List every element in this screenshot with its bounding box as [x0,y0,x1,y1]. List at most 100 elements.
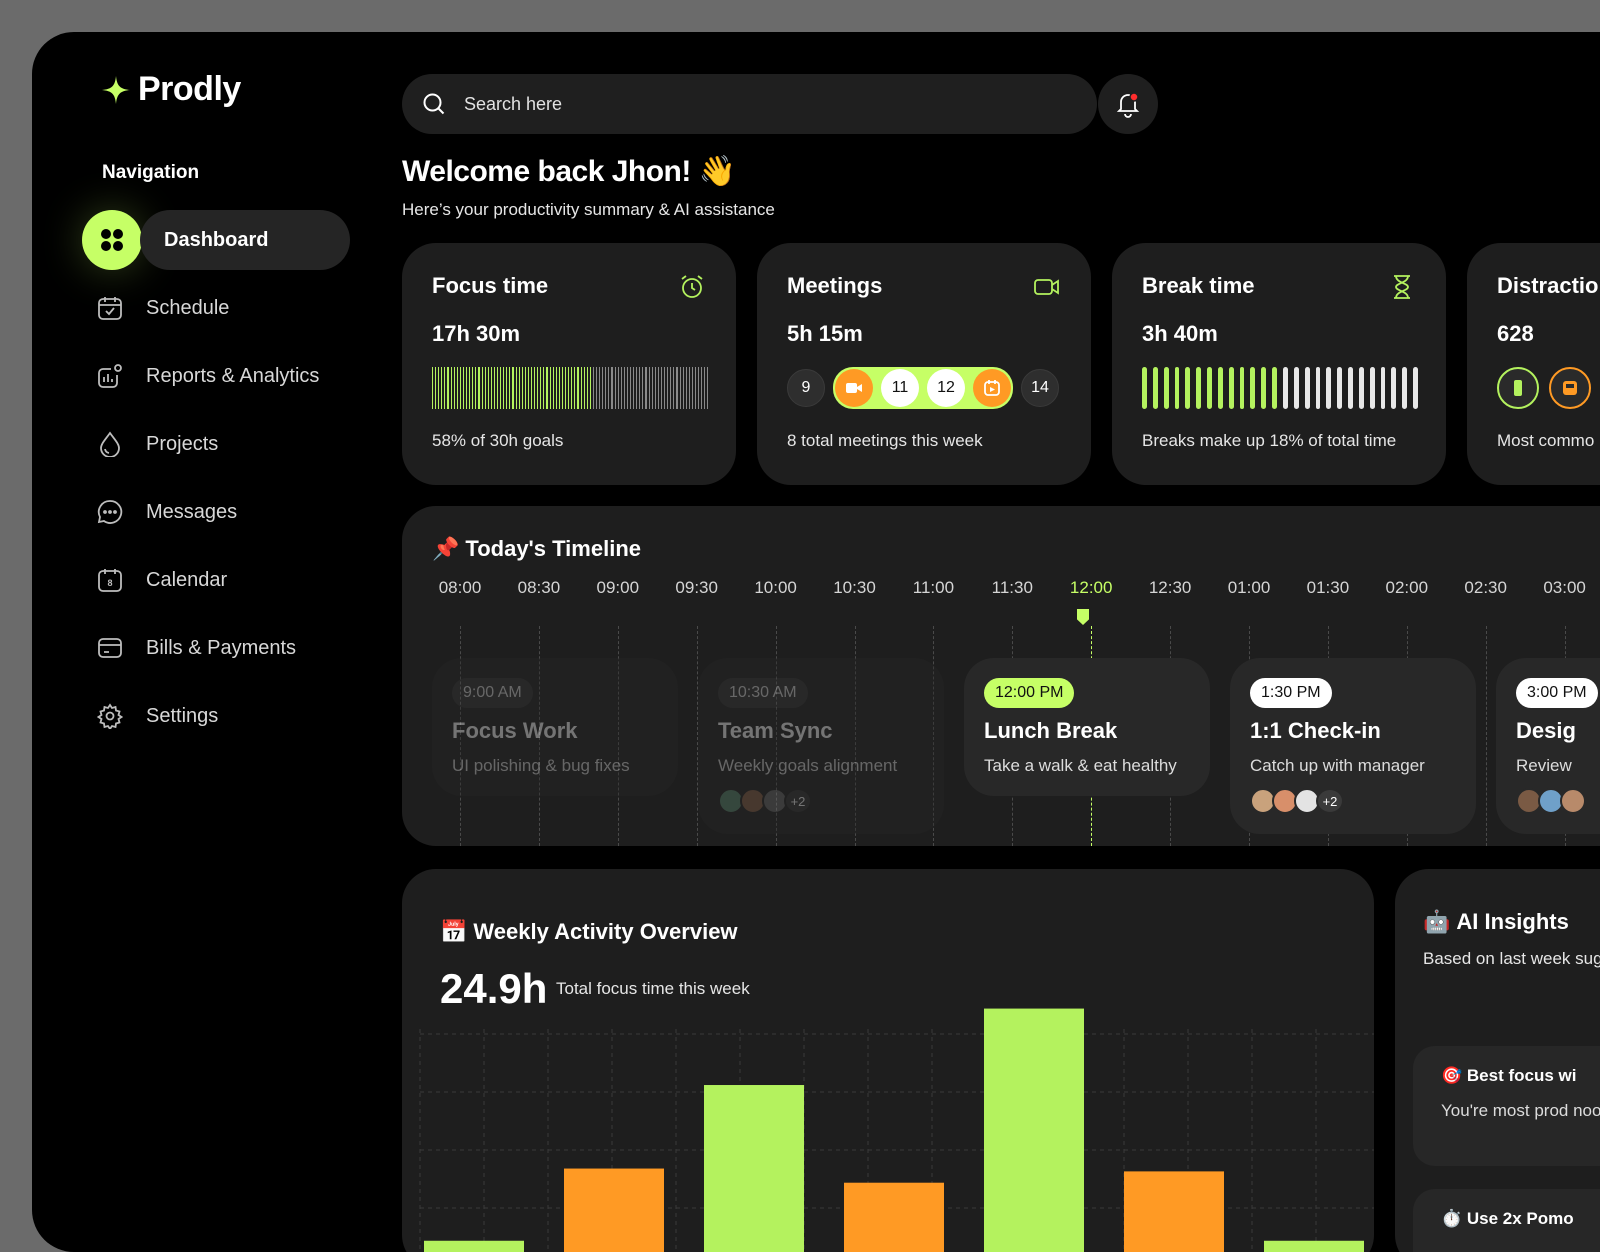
insight-tip[interactable]: ⏱️ Use 2x Pomo [1413,1189,1600,1252]
progress-tick [682,367,684,409]
timeline-gridline [775,626,777,846]
video-meeting-icon[interactable] [835,369,873,407]
progress-tick [614,367,616,409]
timeline-event[interactable]: 12:00 PM Lunch Break Take a walk & eat h… [964,658,1210,796]
progress-tick [608,367,610,409]
meeting-range: 11 12 [833,367,1013,409]
grid-icon [82,210,142,270]
progress-tick [534,367,536,409]
day-chip[interactable]: 11 [881,369,919,407]
search-input[interactable]: Search here [464,93,563,114]
calendar-icon: 8 [96,566,124,594]
ai-description: Based on last week suggest: [1423,949,1600,968]
attendee-avatars: +2 [1250,788,1456,814]
progress-tick [605,367,607,409]
progress-tick [438,367,440,409]
timeline-event[interactable]: 9:00 AM Focus Work UI polishing & bug fi… [432,658,678,796]
day-chip[interactable]: 14 [1021,369,1059,407]
progress-tick [1185,367,1191,409]
tablet-icon[interactable] [1549,367,1591,409]
progress-tick [540,367,542,409]
progress-tick [475,367,477,409]
card-title: Break time [1142,273,1255,298]
card-value: 17h 30m [432,321,521,346]
card-footer: 8 total meetings this week [787,431,983,450]
attendee-avatars [1516,788,1600,814]
avatar [1560,788,1586,814]
bar-5[interactable] [984,1008,1084,1252]
progress-tick [462,367,465,409]
weekly-caption: Total focus time this week [556,979,750,998]
sidebar-item-label: Bills & Payments [146,636,297,659]
bar-4[interactable] [844,1182,944,1252]
progress-tick [500,367,502,409]
progress-tick [435,367,437,409]
bar-1[interactable] [424,1240,524,1252]
card-value: 5h 15m [787,321,863,346]
card-value: 628 [1497,321,1534,346]
bar-3[interactable] [704,1085,804,1252]
distraction-card[interactable]: Distractio 628 Most commo [1467,243,1600,485]
sidebar-item-bills[interactable]: Bills & Payments [82,618,382,678]
progress-tick [679,367,681,409]
sidebar-item-projects[interactable]: Projects [82,414,382,474]
break-time-card[interactable]: Break time 3h 40m Breaks make up 18% of … [1112,243,1446,485]
sidebar-item-reports[interactable]: Reports & Analytics [82,346,382,406]
progress-tick [636,367,638,409]
progress-tick [1326,367,1332,409]
progress-tick [1142,367,1147,409]
progress-tick [1239,367,1245,409]
phone-icon[interactable] [1497,367,1539,409]
progress-tick [493,367,495,409]
robot-icon: 🤖 [1423,909,1451,934]
notification-button[interactable] [1098,74,1158,134]
drop-icon [96,430,124,458]
progress-tick [490,367,492,409]
progress-tick [657,367,659,409]
card-value: 3h 40m [1142,321,1218,346]
sidebar-item-messages[interactable]: Messages [82,482,382,542]
timeline-tick-label: 08:00 [438,578,482,597]
progress-tick [1261,367,1267,409]
progress-tick [524,367,526,409]
progress-tick [496,367,499,409]
sidebar-item-dashboard[interactable]: Dashboard [82,210,382,270]
progress-tick [676,367,678,409]
progress-tick [698,367,700,409]
bar-6[interactable] [1124,1171,1224,1252]
timeline-event[interactable]: 1:30 PM 1:1 Check-in Catch up with manag… [1230,658,1476,834]
search-bar[interactable]: Search here [402,74,1097,134]
timeline-event[interactable]: 10:30 AM Team Sync Weekly goals alignmen… [698,658,944,834]
meetings-card[interactable]: Meetings 5h 15m 9 11 12 14 8 total meeti… [757,243,1091,485]
logo[interactable]: Prodly [100,70,241,109]
event-time: 3:00 PM [1516,678,1598,708]
progress-tick [589,367,591,409]
day-chip[interactable]: 9 [787,369,825,407]
focus-time-card[interactable]: Focus time 17h 30m 58% of 30h goals [402,243,736,485]
event-desc: Catch up with manager [1250,756,1425,775]
day-chip[interactable]: 12 [927,369,965,407]
timeline-tick-label: 02:30 [1464,578,1507,597]
insight-tip[interactable]: 🎯 Best focus wi You're most prod noon. P… [1413,1046,1600,1166]
calendar-meeting-icon[interactable] [973,369,1011,407]
progress-tick [1152,367,1158,409]
bar-2[interactable] [564,1168,664,1252]
progress-tick [552,367,554,409]
progress-tick [509,367,511,409]
event-desc: Weekly goals alignment [718,756,898,775]
timeline-event[interactable]: 3:00 PM Desig Review [1496,658,1600,834]
meeting-days: 9 11 12 14 [787,367,1059,409]
event-title: Team Sync [718,718,833,743]
timeline-tick-label: 09:30 [675,578,718,597]
sidebar-item-settings[interactable]: Settings [82,686,382,746]
weekly-activity-card: 📅 Weekly Activity Overview 24.9h Total f… [402,869,1374,1252]
card-title: Distractio [1497,273,1599,298]
app-window: Prodly Navigation Dashboard Schedule Rep… [32,32,1600,1252]
bar-7[interactable] [1264,1240,1364,1252]
progress-tick [512,367,514,409]
progress-tick [633,367,635,409]
progress-tick [630,367,632,409]
timeline-title-text: Today's Timeline [465,536,641,561]
sidebar-item-schedule[interactable]: Schedule [82,278,382,338]
sidebar-item-calendar[interactable]: 8 Calendar [82,550,382,610]
